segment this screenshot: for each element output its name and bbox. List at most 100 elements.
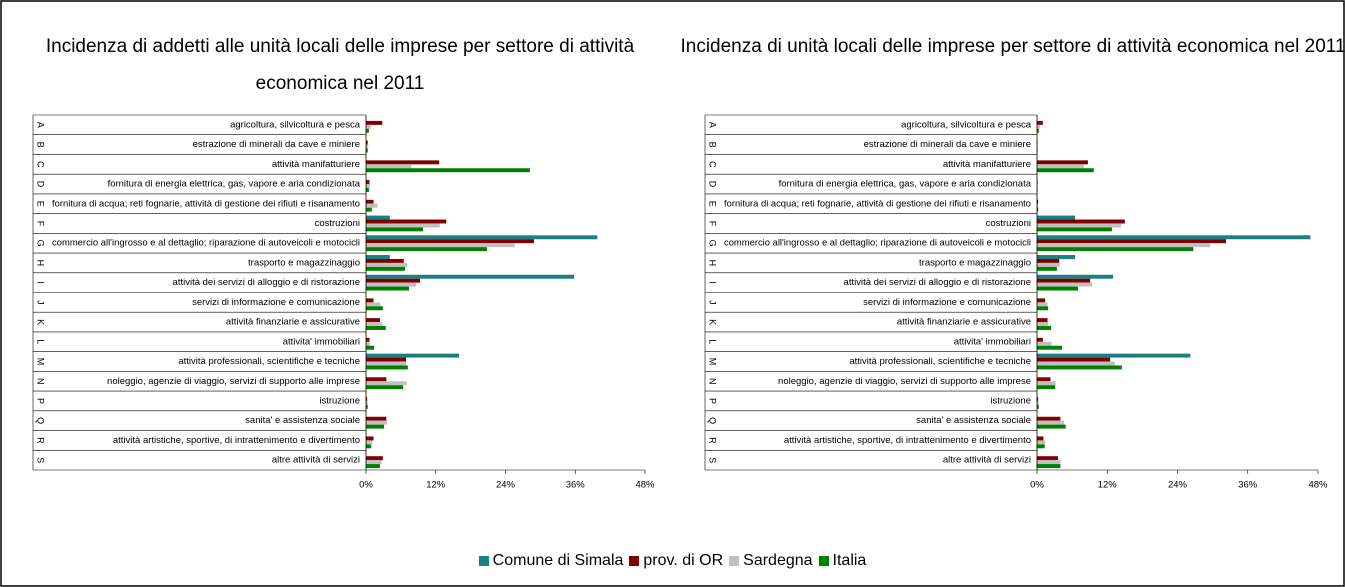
bar [366,144,369,149]
category-code: F [36,221,46,227]
bar [366,128,369,133]
bar [366,148,368,153]
chart-title: Incidenza di addetti alle unità locali d… [45,36,635,94]
bar [366,302,381,307]
category-code: E [36,201,46,207]
bar [366,404,368,409]
bar [1037,456,1059,461]
bar [1037,255,1076,259]
x-tick-label: 48% [1308,480,1328,491]
bar [1037,436,1044,441]
bar [1037,404,1039,409]
bar [366,456,383,461]
category-code: C [708,161,718,168]
legend-item: prov. di OR [629,552,723,570]
legend-label: Comune di Simala [492,552,624,569]
category-label: servizi di informazione e comunicazione [863,297,1031,308]
bar [1037,420,1064,425]
bar [1037,385,1056,390]
category-code: J [708,300,718,305]
category-code: C [36,161,46,168]
bar [1037,160,1088,165]
category-label: agricoltura, silvicoltura e pesca [901,119,1032,130]
category-code: F [708,221,718,227]
category-code: G [708,240,718,247]
x-tick-label: 12% [426,480,446,491]
legend-item: Italia [818,552,867,570]
bar [366,424,385,429]
category-code: N [708,378,718,385]
legend-item: Sardegna [729,552,813,570]
bar [366,184,371,188]
category-code: R [36,437,46,444]
category-label: fornitura di energia elettrica, gas, vap… [779,179,1032,190]
bar [1037,416,1061,421]
category-label: attività manifatturiere [943,159,1031,170]
bar [1037,286,1078,291]
category-label: trasporto e magazzinaggio [248,257,360,268]
legend-swatch [478,556,489,566]
bar [366,203,378,208]
bar [366,239,534,244]
bar [1037,345,1063,350]
category-label: sanita' e assistenza sociale [916,415,1031,426]
bar [366,337,370,342]
bar [366,416,387,421]
category-code: I [708,281,718,284]
bar [1037,262,1060,267]
legend-swatch [629,556,640,566]
bar [1037,168,1094,173]
category-code: B [36,142,46,148]
bar [1037,361,1115,366]
bar [1037,239,1227,244]
bar [366,286,410,291]
bar [366,235,598,240]
bar [366,460,382,465]
bar [1037,444,1045,449]
bar [366,397,368,401]
bar [366,298,374,303]
category-code: B [708,142,718,148]
category-label: commercio all'ingrosso e al dettaglio; r… [52,238,360,249]
bar [366,464,380,469]
bar [1037,243,1211,248]
bar [1037,164,1084,169]
bar [1037,203,1039,208]
category-label: attività dei servizi di alloggio e di ri… [844,277,1031,288]
bar [1037,353,1191,358]
bar [366,381,407,386]
bar [366,385,404,390]
bar [1037,128,1039,133]
bar [366,326,386,330]
legend: Comune di Simala prov. di OR Sardegna Itali… [0,552,1345,570]
bar [366,357,407,362]
category-label: fornitura di acqua; reti fognarie, attiv… [52,198,360,209]
bar [1037,124,1040,129]
bar [1037,400,1039,405]
legend-label: Sardegna [743,552,813,569]
category-label: estrazione di minerali da cave e miniere [864,139,1031,150]
category-code: N [36,378,46,385]
category-label: altre attività di servizi [943,455,1031,466]
x-tick-label: 36% [1238,480,1258,491]
bar [366,255,390,259]
category-label: attività manifatturiere [272,159,360,170]
bar [1037,397,1039,401]
x-tick-label: 0% [359,480,373,491]
category-code: H [36,260,46,267]
legend-label: Italia [832,552,867,569]
category-label: fornitura di acqua; reti fognarie, attiv… [724,198,1031,209]
category-label: attività professionali, scientifiche e t… [849,356,1031,367]
bar [366,440,373,445]
category-code: J [36,300,46,305]
category-code: P [36,398,46,404]
category-code: P [708,398,718,404]
category-code: Q [36,417,46,424]
bar [366,168,530,173]
bar [366,318,380,323]
bar [1037,357,1111,362]
bar [1037,326,1052,330]
x-tick-label: 0% [1030,480,1044,491]
